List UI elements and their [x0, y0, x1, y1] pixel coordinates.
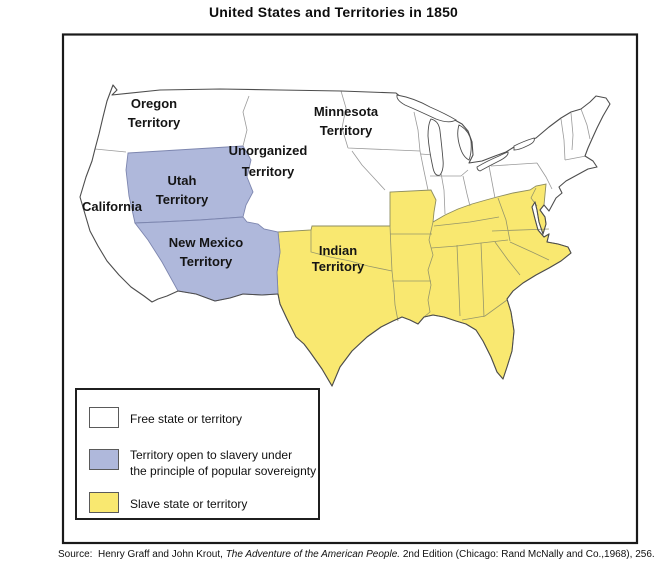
legend-swatch-free [89, 407, 119, 428]
source-suffix: 2nd Edition (Chicago: Rand McNally and C… [400, 549, 655, 560]
legend-label-slave-line: Slave state or territory [130, 497, 248, 511]
label-oregon-territory: Oregon [131, 96, 177, 111]
source-book-title: The Adventure of the American People. [225, 549, 401, 560]
label-indian-territory-2: Territory [312, 259, 365, 274]
source-citation: Source: Henry Graff and John Krout, The … [58, 549, 662, 560]
label-oregon-territory-2: Territory [128, 115, 181, 130]
coastline-outline [79, 84, 611, 387]
label-california: California [82, 199, 143, 214]
lake-ontario [513, 137, 535, 151]
lake-huron [457, 124, 472, 161]
label-minnesota-territory-2: Territory [320, 123, 373, 138]
label-unorganized-territory-2: Territory [242, 164, 295, 179]
label-new-mexico-territory: New Mexico [169, 235, 243, 250]
state-borders-free [94, 90, 591, 215]
label-indian-territory: Indian [319, 243, 357, 258]
lake-erie [476, 151, 509, 172]
map-frame [61, 33, 639, 545]
legend-label-popular-sovereignty-line1: Territory open to slavery under [130, 448, 293, 462]
page-title: United States and Territories in 1850 [208, 4, 459, 20]
legend-swatch-popular-sovereignty [89, 449, 119, 470]
label-unorganized-territory: Unorganized [229, 143, 308, 158]
label-utah-territory: Utah [168, 173, 197, 188]
state-borders-slave [310, 187, 550, 322]
label-utah-territory-2: Territory [156, 192, 209, 207]
legend-label-free-line: Free state or territory [130, 412, 243, 426]
legend-box: Free state or territory Territory open t… [75, 388, 320, 520]
legend-label-popular-sovereignty-line2: the principle of popular sovereignty [130, 464, 317, 478]
lake-superior [396, 94, 457, 123]
legend-label-slave: Slave state or territory [130, 496, 247, 512]
legend-label-popular-sovereignty: Territory open to slavery under the prin… [130, 447, 316, 479]
label-minnesota-territory: Minnesota [314, 104, 379, 119]
lake-michigan [427, 118, 444, 176]
legend-swatch-slave [89, 492, 119, 513]
legend-label-free: Free state or territory [130, 411, 242, 427]
map-labels: Oregon Territory Minnesota Territory Uno… [82, 96, 379, 274]
source-prefix: Source: Henry Graff and John Krout, [58, 549, 226, 560]
label-new-mexico-territory-2: Territory [180, 254, 233, 269]
great-lakes [396, 94, 535, 176]
